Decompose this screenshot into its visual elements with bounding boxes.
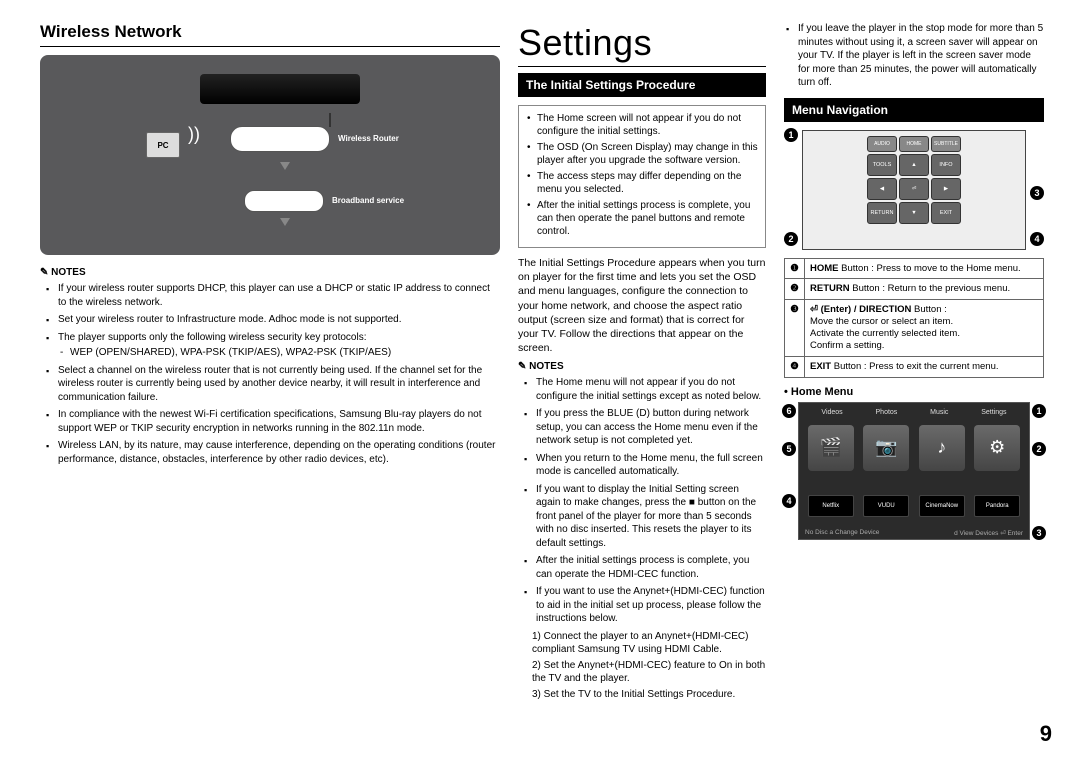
callout-2b: 2	[1032, 442, 1046, 456]
info-box: The Home screen will not appear if you d…	[518, 105, 766, 248]
tab-videos: Videos	[821, 409, 842, 416]
home-menu-screenshot: Videos Photos Music Settings 🎬 📷 ♪ ⚙ Net…	[798, 402, 1030, 540]
top-note: If you leave the player in the stop mode…	[784, 22, 1044, 90]
pc-graphic: PC	[146, 132, 180, 158]
app-vudu: VUDU	[863, 495, 909, 517]
procedure-paragraph: The Initial Settings Procedure appears w…	[518, 256, 766, 355]
app-cinemanow: CinemaNow	[919, 495, 965, 517]
audio-button: AUDIO	[867, 136, 897, 152]
exit-button: EXIT	[931, 202, 961, 224]
callout-1b: 1	[1032, 404, 1046, 418]
enter-icon: ⏎	[899, 178, 929, 200]
bottom-left-text: No Disc a Change Device	[805, 529, 879, 537]
wireless-heading: Wireless Network	[40, 22, 500, 42]
arrow-down-icon	[280, 162, 290, 170]
menu-nav-bar: Menu Navigation	[784, 98, 1044, 122]
return-button: RETURN	[867, 202, 897, 224]
tab-photos: Photos	[876, 409, 898, 416]
callout-5: 5	[782, 442, 796, 456]
bluray-player-graphic	[200, 74, 360, 104]
up-arrow-icon: ▲	[899, 154, 929, 176]
note-item: After the initial settings process is co…	[536, 554, 766, 581]
photos-icon: 📷	[863, 425, 909, 471]
callout-2: 2	[784, 232, 798, 246]
note-item: The player supports only the following w…	[58, 331, 500, 360]
tab-music: Music	[930, 409, 948, 416]
note-item: Wireless LAN, by its nature, may cause i…	[58, 439, 500, 466]
setup-steps: 1) Connect the player to an Anynet+(HDMI…	[518, 630, 766, 702]
step-item: 3) Set the TV to the Initial Settings Pr…	[532, 688, 766, 702]
callout-1: 1	[784, 128, 798, 142]
left-arrow-icon: ◀	[867, 178, 897, 200]
note-item: When you return to the Home menu, the fu…	[536, 452, 766, 479]
down-arrow-icon: ▼	[899, 202, 929, 224]
row-desc: HOME Button : Press to move to the Home …	[805, 258, 1044, 279]
box-item: After the initial settings process is co…	[537, 199, 761, 238]
tab-settings: Settings	[981, 409, 1006, 416]
callout-3b: 3	[1032, 526, 1046, 540]
callout-4b: 4	[782, 494, 796, 508]
router-label: Wireless Router	[338, 134, 399, 143]
network-diagram: PC )) Wireless Router Broadband service	[40, 55, 500, 255]
notes-heading: NOTES	[40, 267, 500, 278]
row-desc: ⏎ (Enter) / DIRECTION Button :Move the c…	[805, 300, 1044, 357]
callout-4: 4	[1030, 232, 1044, 246]
sub-note-item: WEP (OPEN/SHARED), WPA-PSK (TKIP/AES), W…	[70, 346, 500, 360]
modem-graphic	[244, 190, 324, 212]
app-pandora: Pandora	[974, 495, 1020, 517]
page-title: Settings	[518, 22, 766, 67]
info-button: INFO	[931, 154, 961, 176]
router-graphic	[230, 126, 330, 152]
note-item: Set your wireless router to Infrastructu…	[58, 313, 500, 327]
right-arrow-icon: ▶	[931, 178, 961, 200]
tools-button: TOOLS	[867, 154, 897, 176]
step-item: 2) Set the Anynet+(HDMI-CEC) feature to …	[532, 659, 766, 686]
row-desc: RETURN Button : Return to the previous m…	[805, 279, 1044, 300]
home-menu-heading: • Home Menu	[784, 386, 1044, 398]
page-number: 9	[1040, 721, 1052, 747]
home-button: HOME	[899, 136, 929, 152]
box-item: The access steps may differ depending on…	[537, 170, 761, 196]
button-table: ❶HOME Button : Press to move to the Home…	[784, 258, 1044, 378]
app-netflix: Netflix	[808, 495, 854, 517]
row-num: ❷	[785, 279, 805, 300]
bottom-right-text: d View Devices ⏎ Enter	[954, 529, 1023, 537]
row-desc: EXIT Button : Press to exit the current …	[805, 356, 1044, 377]
note-item: In compliance with the newest Wi-Fi cert…	[58, 408, 500, 435]
modem-label: Broadband service	[332, 196, 404, 205]
callout-3: 3	[1030, 186, 1044, 200]
videos-icon: 🎬	[808, 425, 854, 471]
note-item: If you want to display the Initial Setti…	[536, 483, 766, 551]
subtitle-button: SUBTITLE	[931, 136, 961, 152]
arrow-down-icon	[280, 218, 290, 226]
initial-settings-bar: The Initial Settings Procedure	[518, 73, 766, 97]
row-num: ❹	[785, 356, 805, 377]
callout-6: 6	[782, 404, 796, 418]
wifi-waves-icon: ))	[188, 130, 200, 139]
notes-list: If your wireless router supports DHCP, t…	[40, 282, 500, 466]
notes-heading: NOTES	[518, 361, 766, 372]
remote-diagram: AUDIO HOME SUBTITLE TOOLS ▲ INFO ◀ ⏎ ▶ R…	[802, 130, 1026, 250]
note-item: If you want to use the Anynet+(HDMI-CEC)…	[536, 585, 766, 626]
music-icon: ♪	[919, 425, 965, 471]
settings-icon: ⚙	[974, 425, 1020, 471]
step-item: 1) Connect the player to an Anynet+(HDMI…	[532, 630, 766, 657]
note-item: The Home menu will not appear if you do …	[536, 376, 766, 403]
notes-list-2: The Home menu will not appear if you do …	[518, 376, 766, 626]
divider	[40, 46, 500, 47]
note-item: If you press the BLUE (D) button during …	[536, 407, 766, 448]
box-item: The Home screen will not appear if you d…	[537, 112, 761, 138]
note-item: If you leave the player in the stop mode…	[798, 22, 1044, 90]
row-num: ❸	[785, 300, 805, 357]
box-item: The OSD (On Screen Display) may change i…	[537, 141, 761, 167]
note-item: Select a channel on the wireless router …	[58, 364, 500, 405]
note-item: If your wireless router supports DHCP, t…	[58, 282, 500, 309]
row-num: ❶	[785, 258, 805, 279]
